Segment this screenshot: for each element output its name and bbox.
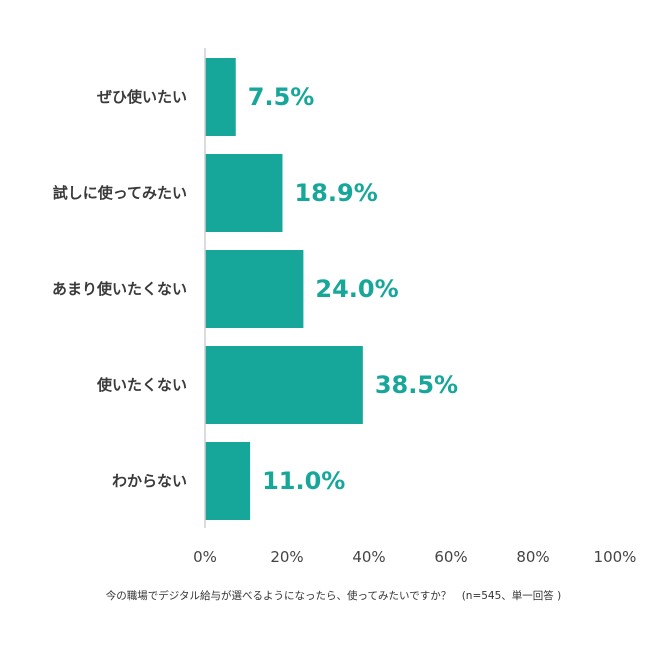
- bar-1: [205, 58, 236, 136]
- x-tick-label-0: 0%: [193, 548, 217, 566]
- bar-4: [205, 346, 363, 424]
- x-tick-label-20: 20%: [270, 548, 303, 566]
- category-label-1: ぜひ使いたい: [97, 88, 187, 106]
- value-label-4: 38.5%: [375, 371, 458, 399]
- bar-2: [205, 154, 283, 232]
- x-tick-label-80: 80%: [516, 548, 549, 566]
- category-label-3: あまり使いたくない: [52, 280, 187, 298]
- category-label-5: わからない: [112, 472, 187, 490]
- value-label-3: 24.0%: [315, 275, 398, 303]
- category-label-4: 使いたくない: [96, 376, 187, 394]
- footnote: 今の職場でデジタル給与が選べるようになったら、使ってみたいですか？ (n=545…: [105, 590, 562, 602]
- bars-group: [205, 58, 363, 520]
- value-label-2: 18.9%: [294, 179, 377, 207]
- bar-5: [205, 442, 251, 520]
- value-label-5: 11.0%: [262, 467, 345, 495]
- x-tick-label-60: 60%: [434, 548, 467, 566]
- value-labels: 7.5% 18.9% 24.0% 38.5% 11.0%: [248, 83, 458, 495]
- bar-3: [205, 250, 304, 328]
- value-label-1: 7.5%: [248, 83, 315, 111]
- x-tick-labels: 0% 20% 40% 60% 80% 100%: [193, 548, 636, 566]
- x-tick-label-40: 40%: [352, 548, 385, 566]
- category-label-2: 試しに使ってみたい: [53, 184, 187, 202]
- x-tick-label-100: 100%: [594, 548, 637, 566]
